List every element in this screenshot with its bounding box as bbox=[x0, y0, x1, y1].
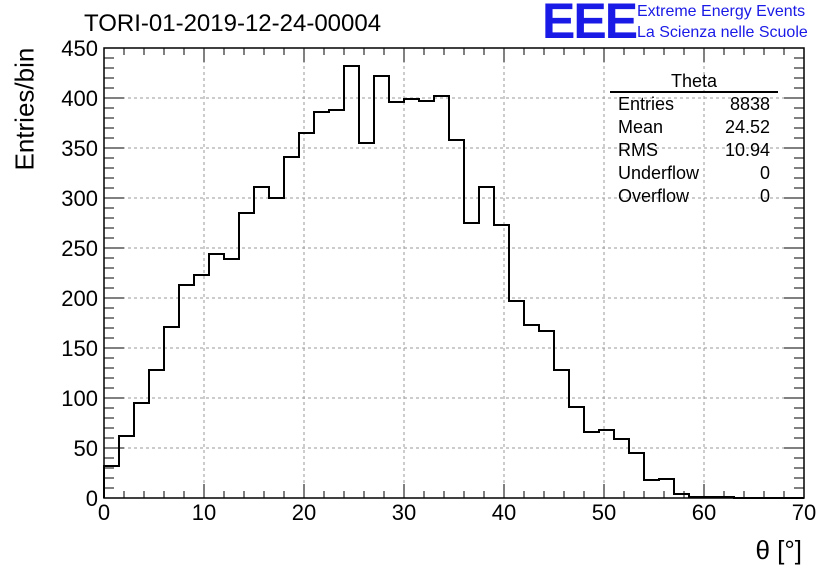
y-tick-label: 100 bbox=[61, 386, 98, 411]
stats-value: 0 bbox=[759, 186, 770, 206]
stats-value: 0 bbox=[759, 163, 770, 183]
stats-value: 10.94 bbox=[724, 140, 770, 160]
x-tick-label: 70 bbox=[792, 500, 816, 525]
y-tick-label: 150 bbox=[61, 336, 98, 361]
y-tick-label: 400 bbox=[61, 86, 98, 111]
stats-label: RMS bbox=[618, 140, 658, 160]
stats-label: Overflow bbox=[618, 186, 690, 206]
x-tick-label: 10 bbox=[192, 500, 216, 525]
y-tick-label: 350 bbox=[61, 136, 98, 161]
x-tick-label: 20 bbox=[292, 500, 316, 525]
stats-row-mean: Mean 24.52 bbox=[610, 116, 778, 139]
chart-title: TORI-01-2019-12-24-00004 bbox=[84, 10, 382, 37]
stats-row-rms: RMS 10.94 bbox=[610, 139, 778, 162]
stats-box: Theta Entries 8838 Mean 24.52 RMS 10.94 Und… bbox=[610, 71, 778, 208]
y-tick-label: 200 bbox=[61, 286, 98, 311]
eee-logo: EEE bbox=[542, 0, 638, 49]
y-tick-label: 450 bbox=[61, 36, 98, 61]
x-tick-label: 40 bbox=[492, 500, 516, 525]
org-name-line2: La Scienza nelle Scuole bbox=[637, 24, 808, 41]
histogram-series-theta bbox=[103, 65, 804, 499]
stats-row-overflow: Overflow 0 bbox=[610, 185, 778, 208]
stats-title: Theta bbox=[610, 71, 778, 93]
stats-row-underflow: Underflow 0 bbox=[610, 162, 778, 185]
stats-value: 24.52 bbox=[724, 117, 770, 137]
x-tick-label: 0 bbox=[98, 500, 110, 525]
org-name-line1: Extreme Energy Events bbox=[637, 3, 806, 20]
x-tick-label: 50 bbox=[592, 500, 616, 525]
x-tick-label: 60 bbox=[692, 500, 716, 525]
plot-frame bbox=[103, 47, 805, 499]
x-tick-label: 30 bbox=[392, 500, 416, 525]
stats-label: Underflow bbox=[618, 163, 700, 183]
stats-value: 8838 bbox=[729, 94, 770, 114]
y-tick-label: 300 bbox=[61, 186, 98, 211]
x-axis-label: θ [°] bbox=[755, 535, 802, 565]
tick-labels: 0 10 20 30 40 50 60 70 0 50 100 150 200 250 300 350 400 4… bbox=[61, 36, 816, 525]
y-tick-label: 250 bbox=[61, 236, 98, 261]
y-tick-label: 0 bbox=[86, 486, 98, 511]
y-tick-label: 50 bbox=[74, 436, 98, 461]
stats-row-entries: Entries 8838 bbox=[610, 93, 778, 116]
axis-ticks bbox=[103, 47, 805, 499]
grid-lines bbox=[104, 48, 804, 498]
y-axis-label: Entries/bin bbox=[9, 47, 40, 171]
stats-label: Entries bbox=[618, 94, 675, 114]
stats-label: Mean bbox=[618, 117, 664, 137]
